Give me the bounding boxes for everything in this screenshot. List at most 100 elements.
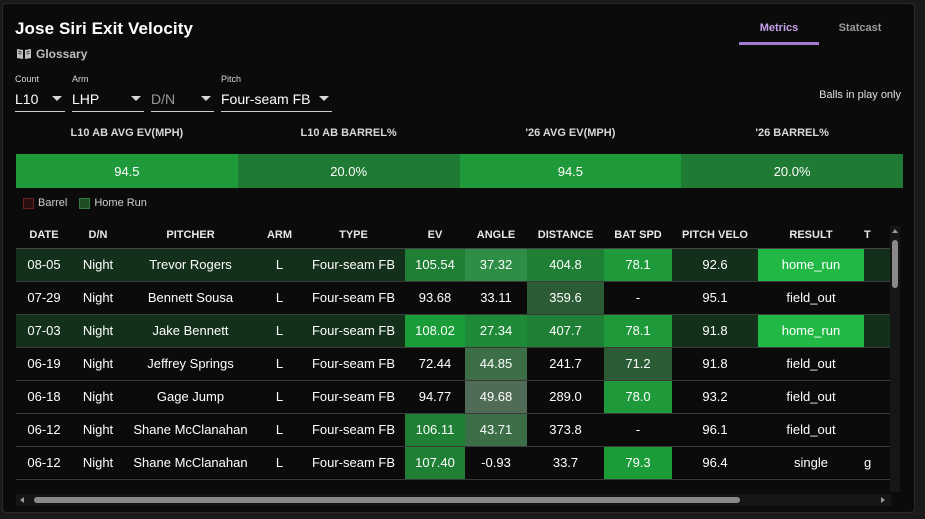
chevron-down-icon (319, 96, 329, 101)
cell-ev: 108.02 (405, 314, 465, 348)
arm-select[interactable]: LHP (72, 86, 144, 112)
cell-dn: Night (72, 380, 124, 414)
count-select[interactable]: L10 (15, 86, 65, 112)
scroll-right-arrow-icon[interactable] (881, 497, 885, 503)
cell-ev: 93.68 (405, 281, 465, 315)
cell-type: Four-seam FB (302, 281, 405, 315)
cell-type: Four-seam FB (302, 413, 405, 447)
horizontal-scrollbar[interactable] (16, 494, 891, 506)
cell-date: 07-03 (16, 314, 72, 348)
cell-truncated: g (864, 446, 891, 480)
cell-truncated (864, 248, 891, 282)
cell-angle: 37.32 (465, 248, 527, 282)
cell-bat-spd: 71.2 (604, 347, 672, 381)
cell-distance: 359.6 (527, 281, 604, 315)
cell-pitch-velo: 96.4 (672, 446, 758, 480)
cell-pitcher: Bennett Sousa (124, 281, 257, 315)
balls-in-play-note: Balls in play only (819, 89, 901, 101)
table-row[interactable]: 07-29 Night Bennett Sousa L Four-seam FB… (16, 281, 891, 315)
table-row[interactable]: 06-19 Night Jeffrey Springs L Four-seam … (16, 347, 891, 381)
cell-bat-spd: 78.1 (604, 314, 672, 348)
cell-pitcher: Gage Jump (124, 380, 257, 414)
table-row[interactable]: 08-05 Night Trevor Rogers L Four-seam FB… (16, 248, 891, 282)
vertical-scroll-thumb[interactable] (892, 240, 898, 288)
cell-bat-spd: 78.0 (604, 380, 672, 414)
glossary-link[interactable]: Glossary (16, 47, 87, 61)
tab-statcast[interactable]: Statcast (838, 22, 882, 34)
col-header-date[interactable]: DATE (16, 222, 72, 249)
cell-pitcher: Jeffrey Springs (124, 347, 257, 381)
cell-type: Four-seam FB (302, 347, 405, 381)
col-header-angle[interactable]: ANGLE (465, 222, 527, 249)
cell-distance: 33.7 (527, 446, 604, 480)
summary-value-season-avg-ev: 94.5 (459, 154, 682, 188)
cell-bat-spd: 79.3 (604, 446, 672, 480)
cell-ev: 94.77 (405, 380, 465, 414)
col-header-distance[interactable]: DISTANCE (527, 222, 604, 249)
col-header-type[interactable]: TYPE (302, 222, 405, 249)
cell-angle: 43.71 (465, 413, 527, 447)
cell-distance: 404.8 (527, 248, 604, 282)
cell-distance: 407.7 (527, 314, 604, 348)
day-night-filter[interactable]: D/N (151, 74, 214, 112)
arm-filter[interactable]: Arm LHP (72, 74, 144, 112)
cell-date: 06-12 (16, 413, 72, 447)
cell-bat-spd: 78.1 (604, 248, 672, 282)
cell-angle: -0.93 (465, 446, 527, 480)
cell-pitcher: Shane McClanahan (124, 413, 257, 447)
summary-value-l10-barrel: 20.0% (237, 154, 460, 188)
cell-arm: L (257, 314, 302, 348)
table-row[interactable]: 06-12 Night Shane McClanahan L Four-seam… (16, 446, 891, 480)
cell-date: 08-05 (16, 248, 72, 282)
col-header-bat-spd[interactable]: BAT SPD (604, 222, 672, 249)
exit-velocity-table: DATE D/N PITCHER ARM TYPE EV ANGLE DISTA… (16, 222, 891, 480)
cell-angle: 27.34 (465, 314, 527, 348)
col-header-pitch-velo[interactable]: PITCH VELO (672, 222, 758, 249)
table-row[interactable]: 06-18 Night Gage Jump L Four-seam FB 94.… (16, 380, 891, 414)
cell-arm: L (257, 446, 302, 480)
cell-arm: L (257, 248, 302, 282)
day-night-select[interactable]: D/N (151, 86, 214, 112)
cell-distance: 289.0 (527, 380, 604, 414)
cell-pitcher: Jake Bennett (124, 314, 257, 348)
count-select-value: L10 (15, 90, 39, 107)
day-night-filter-label (151, 74, 214, 86)
col-header-ev[interactable]: EV (405, 222, 465, 249)
horizontal-scroll-thumb[interactable] (34, 497, 740, 503)
cell-angle: 33.11 (465, 281, 527, 315)
summary-header-l10-avg-ev: L10 AB AVG EV(MPH) (70, 127, 184, 139)
cell-date: 06-18 (16, 380, 72, 414)
col-header-dn[interactable]: D/N (72, 222, 124, 249)
table-row[interactable]: 07-03 Night Jake Bennett L Four-seam FB … (16, 314, 891, 348)
col-header-truncated[interactable]: T (864, 222, 891, 249)
cell-arm: L (257, 347, 302, 381)
cell-type: Four-seam FB (302, 314, 405, 348)
col-header-pitcher[interactable]: PITCHER (124, 222, 257, 249)
scroll-up-arrow-icon[interactable] (892, 229, 898, 233)
table-header-row: DATE D/N PITCHER ARM TYPE EV ANGLE DISTA… (16, 222, 891, 249)
legend-barrel-label: Barrel (38, 197, 68, 209)
summary-value-l10-avg-ev: 94.5 (16, 154, 238, 188)
col-header-arm[interactable]: ARM (257, 222, 302, 249)
cell-arm: L (257, 281, 302, 315)
tab-metrics[interactable]: Metrics (739, 22, 819, 45)
cell-type: Four-seam FB (302, 380, 405, 414)
cell-bat-spd: - (604, 413, 672, 447)
cell-date: 07-29 (16, 281, 72, 315)
cell-truncated (864, 314, 891, 348)
table-row[interactable]: 06-12 Night Shane McClanahan L Four-seam… (16, 413, 891, 447)
summary-header-l10-barrel: L10 AB BARREL% (300, 127, 397, 139)
summary-header-season-barrel: '26 BARREL% (755, 127, 829, 139)
cell-result: single (758, 446, 864, 480)
pitch-select[interactable]: Four-seam FB (221, 86, 332, 112)
cell-type: Four-seam FB (302, 248, 405, 282)
scroll-left-arrow-icon[interactable] (20, 497, 24, 503)
pitch-filter[interactable]: Pitch Four-seam FB (221, 74, 332, 112)
view-tabs: Metrics Statcast (739, 22, 900, 45)
vertical-scrollbar[interactable] (890, 226, 900, 492)
col-header-result[interactable]: RESULT (758, 222, 864, 249)
cell-arm: L (257, 380, 302, 414)
day-night-select-value: D/N (151, 90, 176, 107)
count-filter[interactable]: Count L10 (15, 74, 65, 112)
cell-dn: Night (72, 347, 124, 381)
